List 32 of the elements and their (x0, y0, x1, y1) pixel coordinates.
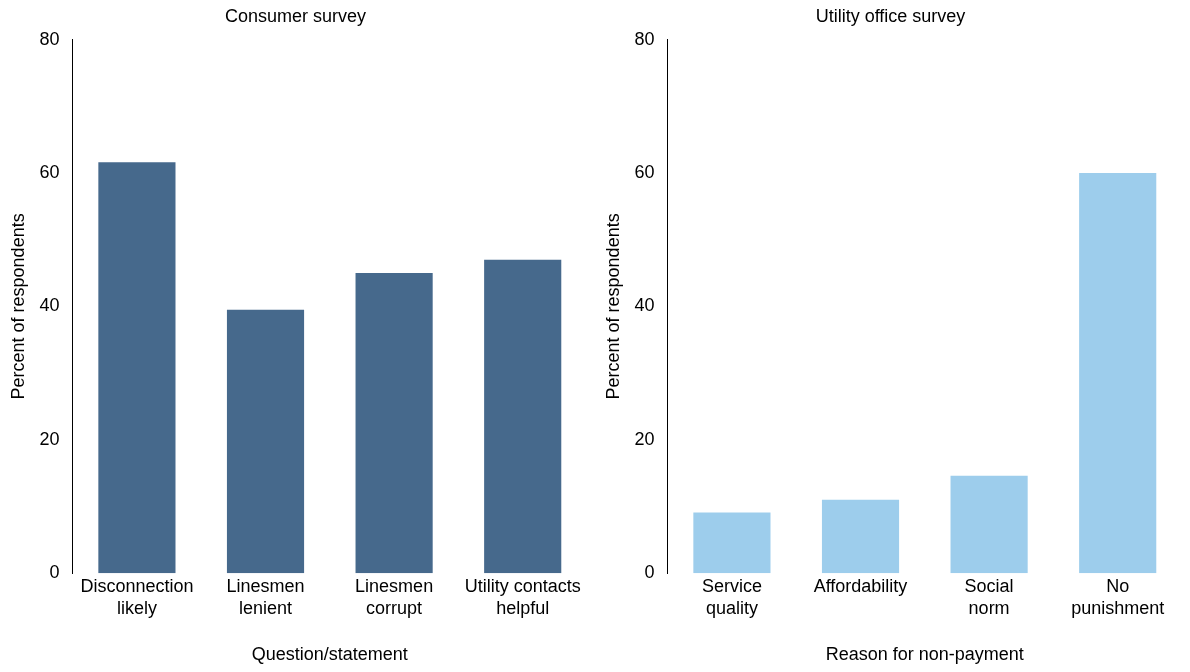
x-tick-label: Affordability (813, 575, 908, 596)
bar (821, 499, 900, 574)
y-axis-title: Percent of respondents (602, 213, 623, 400)
bar (1079, 173, 1157, 574)
x-tick-label: No punishment (1071, 575, 1165, 618)
x-tick-label: Service quality (701, 575, 762, 618)
bar (226, 309, 305, 574)
bar (355, 273, 433, 574)
y-tick-label: 0 (644, 562, 655, 583)
y-axis-title: Percent of respondents (7, 213, 28, 400)
y-tick-label: 60 (39, 161, 60, 182)
bar (950, 475, 1028, 574)
bar (693, 512, 771, 574)
x-tick-label: Linesmen corrupt (355, 575, 434, 618)
x-tick-label: Utility contacts helpful (464, 575, 581, 618)
bar (484, 259, 562, 574)
x-axis-title: Reason for non-payment (825, 644, 1024, 665)
y-tick-label: 20 (39, 428, 60, 449)
bar (98, 162, 176, 574)
x-tick-label: Social norm (964, 575, 1014, 618)
x-tick-label: Disconnection likely (80, 575, 194, 618)
y-tick-label: 0 (49, 562, 60, 583)
chart-title: Consumer survey (224, 5, 367, 26)
y-tick-label: 20 (634, 428, 655, 449)
y-tick-label: 80 (634, 28, 655, 49)
x-tick-label: Linesmen lenient (226, 575, 305, 618)
chart-title: Utility office survey (815, 5, 966, 26)
y-tick-label: 40 (634, 295, 655, 316)
y-tick-label: 40 (39, 295, 60, 316)
y-tick-label: 60 (634, 161, 655, 182)
x-axis-title: Question/statement (251, 644, 408, 665)
y-tick-label: 80 (39, 28, 60, 49)
